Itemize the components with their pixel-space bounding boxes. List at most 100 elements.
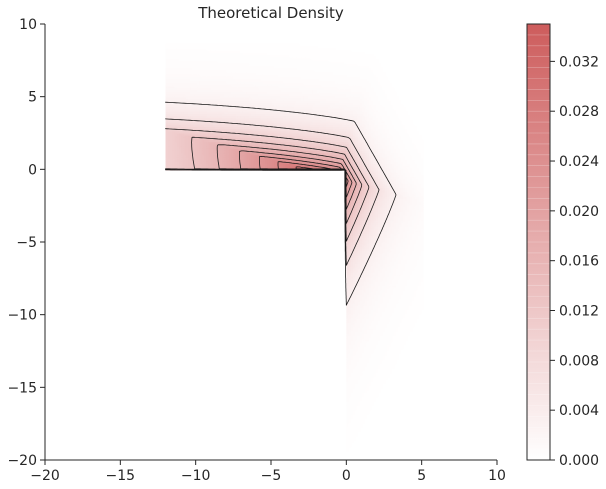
density-cell <box>267 87 270 90</box>
density-cell <box>310 89 313 93</box>
density-cell <box>210 56 214 60</box>
density-cell <box>185 126 189 130</box>
density-cell <box>296 91 300 95</box>
density-cell <box>249 100 252 103</box>
density-cell <box>170 152 173 156</box>
density-cell <box>240 65 243 69</box>
density-cell <box>267 143 270 147</box>
density-cell <box>325 148 329 151</box>
density-cell <box>219 163 223 167</box>
density-cell <box>203 87 207 90</box>
density-cell <box>179 143 182 147</box>
density-cell <box>280 161 284 165</box>
density-cell <box>181 113 185 117</box>
density-cell <box>305 58 309 62</box>
density-cell <box>185 87 189 90</box>
density-cell <box>170 74 173 77</box>
density-cell <box>170 78 173 82</box>
density-cell <box>176 45 180 49</box>
density-cell <box>215 102 219 106</box>
density-cell <box>348 248 352 252</box>
density-cell <box>194 117 198 121</box>
density-cell <box>215 161 219 165</box>
density-cell <box>278 128 282 132</box>
density-cell <box>274 139 277 143</box>
density-cell <box>321 163 325 167</box>
density-cell <box>269 95 273 99</box>
density-cell <box>206 137 209 141</box>
density-cell <box>310 143 313 147</box>
density-cell <box>208 85 212 88</box>
density-cell <box>344 159 347 162</box>
density-cell <box>346 130 350 134</box>
density-cell <box>233 148 237 151</box>
density-cell <box>233 58 237 62</box>
density-cell <box>264 111 268 114</box>
density-cell <box>260 65 264 69</box>
density-cell <box>296 102 300 106</box>
density-cell <box>255 52 259 56</box>
density-cell <box>172 82 176 86</box>
density-cell <box>301 85 304 88</box>
density-cell <box>208 80 212 84</box>
density-cell <box>319 63 322 66</box>
density-cell <box>212 124 216 127</box>
density-cell <box>206 45 209 49</box>
density-cell <box>283 50 286 53</box>
density-cell <box>253 61 257 64</box>
density-cell <box>332 130 336 134</box>
density-cell <box>176 152 180 156</box>
density-cell <box>307 78 311 82</box>
density-cell <box>314 78 318 82</box>
density-cell <box>323 71 327 75</box>
density-cell <box>258 69 261 73</box>
density-cell <box>217 52 221 56</box>
density-cell <box>199 98 203 101</box>
density-cell <box>307 93 311 97</box>
density-cell <box>206 148 209 151</box>
density-cell <box>242 152 246 156</box>
density-cell <box>289 106 293 110</box>
density-cell <box>323 150 327 154</box>
density-cell <box>253 154 257 158</box>
density-cell <box>307 154 311 158</box>
density-cell <box>292 67 295 71</box>
density-cell <box>165 76 169 79</box>
density-cell <box>303 117 307 121</box>
density-cell <box>328 76 332 79</box>
density-cell <box>298 45 302 49</box>
density-cell <box>280 71 284 75</box>
density-cell <box>325 161 329 165</box>
density-cell <box>296 65 300 69</box>
density-cell <box>235 45 239 49</box>
density-cell <box>253 139 257 143</box>
density-cell <box>346 150 350 154</box>
density-cell <box>192 89 196 93</box>
density-cell <box>346 80 350 84</box>
density-cell <box>285 156 289 160</box>
density-cell <box>325 93 329 97</box>
density-cell <box>310 52 313 56</box>
density-cell <box>301 91 304 95</box>
density-cell <box>235 102 239 106</box>
density-cell <box>260 111 264 114</box>
density-cell <box>278 115 282 119</box>
density-cell <box>170 45 173 49</box>
density-cell <box>170 58 173 62</box>
density-cell <box>305 117 309 121</box>
density-cell <box>246 71 250 75</box>
density-cell <box>283 71 286 75</box>
density-cell <box>298 154 302 158</box>
density-cell <box>179 133 182 136</box>
density-cell <box>328 122 332 125</box>
density-cell <box>314 61 318 64</box>
density-cell <box>283 161 286 165</box>
density-cell <box>244 52 248 56</box>
density-cell <box>208 154 212 158</box>
density-cell <box>321 95 325 99</box>
density-cell <box>262 89 266 93</box>
density-cell <box>222 156 225 160</box>
density-cell <box>283 111 286 114</box>
density-cell <box>185 159 189 162</box>
density-cell <box>188 146 191 149</box>
